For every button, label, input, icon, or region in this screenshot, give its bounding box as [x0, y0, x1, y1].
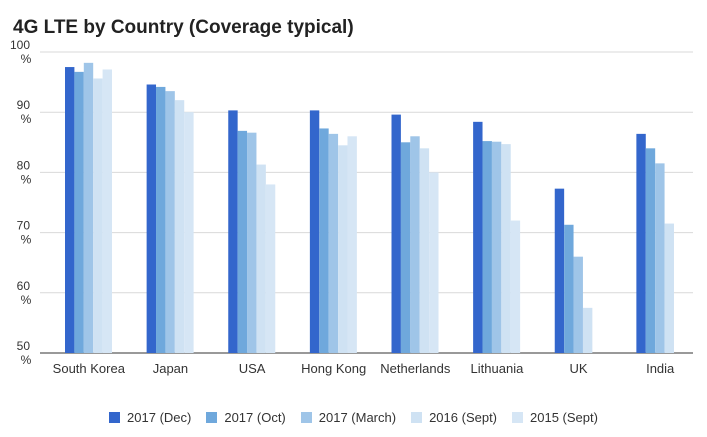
legend-label: 2017 (Dec) — [127, 410, 192, 425]
legend-label: 2016 (Sept) — [429, 410, 498, 425]
bar: Netherlands — 2017 (Dec): 89.6% — [391, 114, 401, 353]
bar: Netherlands — 2017 (Oct): 85% — [400, 142, 411, 353]
bar: India — 2017 (Dec): 86.4% — [636, 133, 646, 353]
legend: 2017 (Dec) 2017 (Oct) 2017 (March) 2016 (Se… — [0, 410, 707, 425]
bar: UK — 2017 (Oct): 71.3% — [564, 224, 574, 353]
y-tick-label: 70 — [17, 219, 31, 233]
legend-label: 2017 (Oct) — [224, 410, 286, 425]
bar: Japan — 2017 (March): 93.5% — [165, 91, 175, 353]
y-tick-label: 60 — [17, 279, 31, 293]
y-tick-label: 50 — [17, 339, 31, 353]
y-axis-ticks: 50%60%70%80%90%100% — [10, 38, 32, 367]
bar: Japan — 2017 (Dec): 94.6% — [146, 84, 157, 354]
bar: Netherlands — 2017 (March): 86% — [410, 136, 420, 353]
bar: Netherlands — 2015 (Sept): 80% — [429, 172, 439, 353]
bar: UK — 2017 (March): 66% — [573, 256, 583, 353]
y-tick-unit: % — [21, 233, 32, 247]
legend-item: 2015 (Sept) — [512, 410, 598, 425]
x-category-label: Japan — [153, 361, 188, 376]
legend-item: 2017 (Oct) — [206, 410, 286, 425]
legend-label: 2015 (Sept) — [530, 410, 598, 425]
bar: Japan — 2017 (Oct): 94.2% — [156, 86, 166, 353]
x-category-label: Netherlands — [380, 361, 451, 376]
bar: Hong Kong — 2017 (Dec): 90.3% — [309, 110, 320, 353]
bar: South Korea — 2016 (Sept): 95.6% — [93, 78, 103, 353]
y-tick-unit: % — [21, 172, 32, 186]
y-tick-label: 100 — [10, 38, 30, 52]
legend-swatch — [300, 412, 312, 423]
y-tick-unit: % — [21, 52, 32, 66]
y-tick-unit: % — [21, 353, 32, 367]
x-category-label: South Korea — [53, 361, 126, 376]
bars: South Korea — 2017 (Dec): 97.5%South Kor… — [65, 62, 674, 354]
bar: Lithuania — 2017 (Oct): 85.2% — [482, 141, 492, 353]
bar: India — 2016 (Sept): 71.5% — [664, 223, 674, 353]
bar: South Korea — 2017 (Oct): 96.7% — [74, 71, 84, 353]
bar: South Korea — 2017 (Dec): 97.5% — [65, 67, 75, 354]
bar: UK — 2017 (Dec): 77.3% — [554, 188, 565, 353]
x-category-label: USA — [239, 361, 266, 376]
legend-swatch — [206, 412, 218, 423]
bar: USA — 2015 (Sept): 78% — [265, 184, 276, 353]
legend-label: 2017 (March) — [318, 410, 397, 425]
bar: Japan — 2015 (Sept): 90% — [184, 112, 194, 353]
legend-swatch — [512, 412, 524, 423]
bar: India — 2017 (Oct): 84% — [645, 148, 656, 353]
bar: South Korea — 2017 (March): 98.2% — [83, 62, 94, 353]
bar: Hong Kong — 2016 (Sept): 84.5% — [338, 145, 348, 353]
bar: Lithuania — 2017 (March): 85.1% — [491, 141, 502, 353]
gridlines — [40, 51, 693, 354]
bar: USA — 2016 (Sept): 81.3% — [256, 164, 266, 353]
legend-item: 2017 (March) — [300, 410, 397, 425]
category-labels: South Korea Japan USA Hong Kong Netherlands L… — [53, 361, 675, 376]
legend-item: 2017 (Dec) — [109, 410, 191, 425]
bar: USA — 2017 (March): 86.6% — [247, 132, 257, 353]
bar: USA — 2017 (Oct): 86.9% — [237, 130, 248, 353]
bar: Hong Kong — 2015 (Sept): 86% — [347, 136, 357, 353]
y-tick-label: 90 — [17, 98, 31, 112]
bar: UK — 2016 (Sept): 57.5% — [582, 307, 593, 353]
legend-swatch — [411, 412, 423, 423]
chart-title: 4G LTE by Country (Coverage typical) — [13, 17, 354, 38]
x-category-label: Lithuania — [471, 361, 525, 376]
y-tick-unit: % — [21, 112, 32, 126]
legend-swatch — [109, 412, 121, 423]
bar: India — 2017 (March): 81.5% — [655, 163, 665, 353]
bar: USA — 2017 (Dec): 90.3% — [228, 110, 238, 353]
bar: Lithuania — 2017 (Dec): 88.4% — [473, 121, 483, 353]
bar: South Korea — 2015 (Sept): 97.1% — [102, 69, 112, 353]
x-category-label: Hong Kong — [301, 361, 366, 376]
bar: Hong Kong — 2017 (March): 86.4% — [328, 133, 339, 353]
bar: Lithuania — 2015 (Sept): 72% — [510, 220, 521, 353]
y-tick-label: 80 — [17, 158, 31, 172]
bar: Lithuania — 2016 (Sept): 84.7% — [501, 144, 511, 353]
bar: Japan — 2016 (Sept): 92% — [174, 100, 185, 353]
legend-item: 2016 (Sept) — [411, 410, 497, 425]
y-tick-unit: % — [21, 293, 32, 307]
bar: Netherlands — 2016 (Sept): 84% — [419, 148, 430, 353]
x-category-label: India — [646, 361, 675, 376]
bar: Hong Kong — 2017 (Oct): 87.3% — [319, 128, 329, 353]
x-category-label: UK — [570, 361, 588, 376]
